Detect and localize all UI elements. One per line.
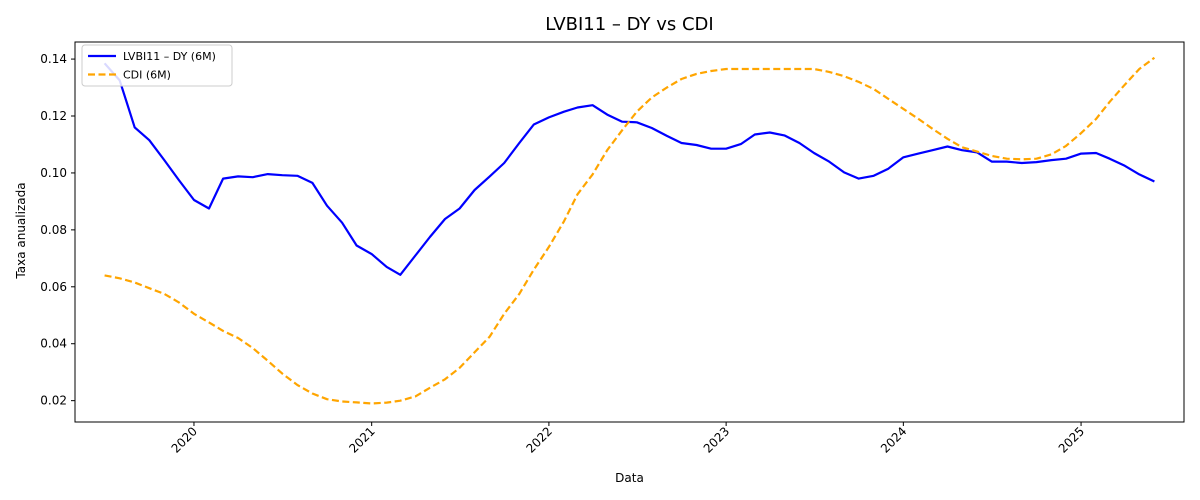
x-tick-label: 2021 xyxy=(346,424,377,455)
y-tick-label: 0.04 xyxy=(40,337,67,351)
x-tick-label: 2020 xyxy=(169,424,200,455)
x-axis-label: Data xyxy=(615,471,644,485)
series-layer xyxy=(103,56,1156,405)
y-tick-label: 0.14 xyxy=(40,52,67,66)
y-tick-label: 0.08 xyxy=(40,223,67,237)
x-tick-label: 2024 xyxy=(878,424,909,455)
chart-title: LVBI11 – DY vs CDI xyxy=(545,14,713,35)
series-line-0 xyxy=(103,62,1155,276)
y-axis-label: Taxa anualizada xyxy=(14,182,28,279)
legend-box xyxy=(81,44,233,87)
y-tick-label: 0.10 xyxy=(40,166,67,180)
x-axis: 2020 2021 2022 2023 2024 2025 xyxy=(169,422,1087,456)
series-line-1 xyxy=(104,56,1156,405)
legend: LVBI11 – DY (6M) CDI (6M) xyxy=(81,44,233,87)
y-tick-label: 0.02 xyxy=(40,394,67,408)
legend-label: LVBI11 – DY (6M) xyxy=(123,50,216,63)
plot-area xyxy=(74,41,1185,423)
y-tick-label: 0.06 xyxy=(40,280,67,294)
legend-label: CDI (6M) xyxy=(123,69,171,82)
y-tick-label: 0.12 xyxy=(40,109,67,123)
x-tick-label: 2025 xyxy=(1056,424,1087,455)
x-tick-label: 2023 xyxy=(701,424,732,455)
y-axis: 0.02 0.04 0.06 0.08 0.10 0.12 0.14 xyxy=(40,52,75,408)
x-tick-label: 2022 xyxy=(524,424,555,455)
plot-frame xyxy=(74,41,1185,423)
